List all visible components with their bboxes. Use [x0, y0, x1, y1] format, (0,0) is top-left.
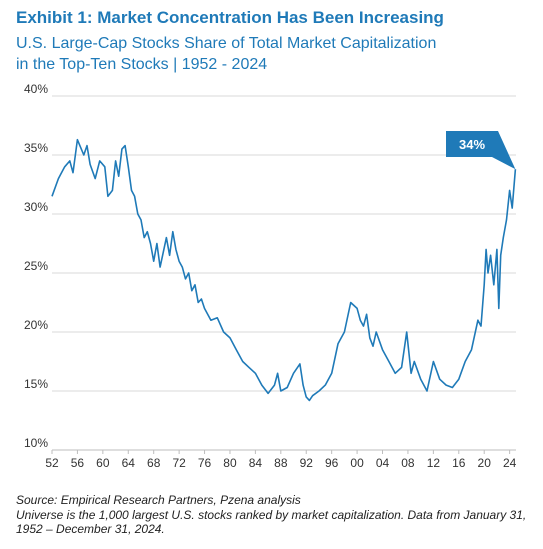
y-tick-label: 15% [24, 377, 48, 391]
grid-lines [52, 95, 516, 451]
subtitle-line-2: in the Top-Ten Stocks | 1952 - 2024 [16, 56, 268, 73]
y-tick-label: 40% [24, 82, 48, 96]
x-tick-label: 92 [300, 456, 314, 470]
subtitle-line-1: U.S. Large-Cap Stocks Share of Total Mar… [16, 35, 437, 52]
x-tick-label: 20 [478, 456, 492, 470]
chart-subtitle: U.S. Large-Cap Stocks Share of Total Mar… [16, 33, 436, 75]
x-tick-label: 24 [503, 456, 517, 470]
x-tick-label: 00 [350, 456, 364, 470]
chart-title: Exhibit 1: Market Concentration Has Been… [16, 8, 444, 27]
universe-note: Universe is the 1,000 largest U.S. stock… [16, 508, 527, 536]
x-tick-label: 76 [198, 456, 212, 470]
x-tick-label: 12 [427, 456, 441, 470]
y-tick-label: 10% [24, 436, 48, 450]
y-tick-label: 35% [24, 141, 48, 155]
x-tick-label: 52 [45, 456, 59, 470]
series-line [51, 138, 517, 402]
latest-value-callout: 34% [446, 131, 516, 170]
y-tick-label: 20% [24, 318, 48, 332]
x-tick-label: 88 [274, 456, 288, 470]
x-tick-label: 80 [223, 456, 237, 470]
y-axis-ticks: 10% 15% 20% 25% 30% 35% 40% [24, 82, 48, 450]
x-tick-label: 60 [96, 456, 110, 470]
y-tick-label: 25% [24, 259, 48, 273]
callout-box [446, 131, 516, 170]
x-tick-label: 72 [172, 456, 186, 470]
source-note: Source: Empirical Research Partners, Pze… [16, 493, 301, 507]
x-tick-label: 96 [325, 456, 339, 470]
callout-label: 34% [459, 137, 485, 152]
x-axis-ticks: 52 56 60 64 68 72 76 80 84 88 92 96 00 04 08 12 16 20 24 [45, 450, 517, 470]
x-tick-label: 16 [452, 456, 466, 470]
x-tick-label: 68 [147, 456, 161, 470]
x-tick-label: 84 [249, 456, 263, 470]
x-tick-label: 64 [122, 456, 136, 470]
x-tick-label: 08 [401, 456, 415, 470]
x-tick-label: 56 [71, 456, 85, 470]
x-tick-label: 04 [376, 456, 390, 470]
y-tick-label: 30% [24, 200, 48, 214]
